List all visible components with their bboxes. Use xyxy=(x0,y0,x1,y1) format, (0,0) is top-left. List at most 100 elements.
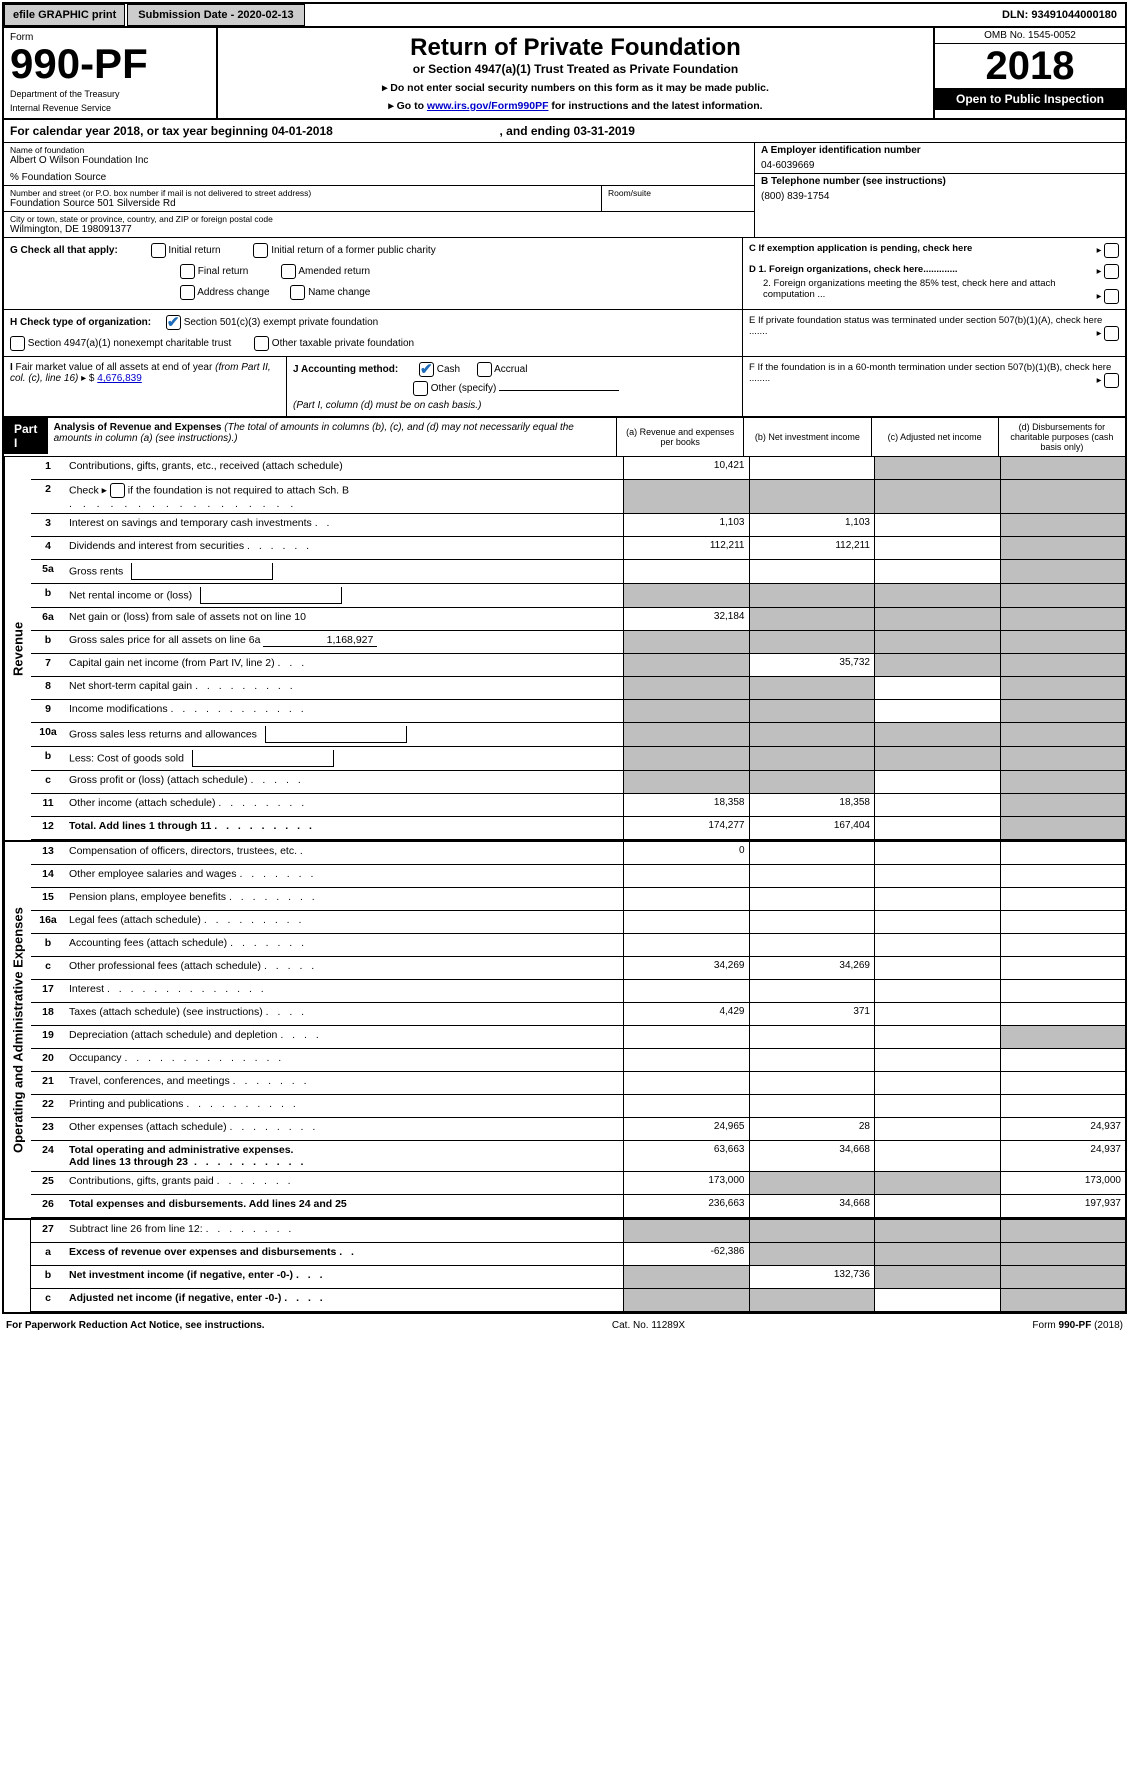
amount-cell xyxy=(623,480,749,513)
checkbox-d2[interactable] xyxy=(1104,289,1119,304)
line-number: 2 xyxy=(31,480,65,513)
city-label: City or town, state or province, country… xyxy=(10,214,748,224)
amount-cell: 167,404 xyxy=(749,817,875,839)
fmv-value[interactable]: 4,676,839 xyxy=(97,373,142,384)
line-row: 14Other employee salaries and wages . . … xyxy=(31,865,1125,888)
checkbox-501c3[interactable] xyxy=(166,315,181,330)
amount-cell xyxy=(623,980,749,1002)
amount-cell xyxy=(874,980,1000,1002)
checkbox-4947[interactable] xyxy=(10,336,25,351)
amount-cell xyxy=(749,980,875,1002)
checkbox-sch-b[interactable] xyxy=(110,483,125,498)
checkbox-final-return[interactable] xyxy=(180,264,195,279)
efile-print-button[interactable]: efile GRAPHIC print xyxy=(4,4,125,26)
h-label: H Check type of organization: xyxy=(10,317,151,328)
entity-info: Name of foundation Albert O Wilson Found… xyxy=(4,143,1125,238)
opt-501c3: Section 501(c)(3) exempt private foundat… xyxy=(184,317,379,328)
checkbox-initial-return[interactable] xyxy=(151,243,166,258)
amount-cell xyxy=(1000,794,1126,816)
amount-cell xyxy=(874,817,1000,839)
line-row: 27Subtract line 26 from line 12: . . . .… xyxy=(31,1220,1125,1243)
line-desc: Other expenses (attach schedule) . . . .… xyxy=(65,1118,623,1140)
city-state-zip: Wilmington, DE 198091377 xyxy=(10,224,748,235)
checkbox-d1[interactable] xyxy=(1104,264,1119,279)
line-row: aExcess of revenue over expenses and dis… xyxy=(31,1243,1125,1266)
checkbox-addr-change[interactable] xyxy=(180,285,195,300)
amount-cell xyxy=(874,747,1000,770)
line-number: 21 xyxy=(31,1072,65,1094)
amount-cell: 173,000 xyxy=(623,1172,749,1194)
amount-cell xyxy=(874,514,1000,536)
amount-cell xyxy=(1000,457,1126,479)
line-number: 1 xyxy=(31,457,65,479)
line-desc: Occupancy . . . . . . . . . . . . . . xyxy=(65,1049,623,1071)
line-desc: Gross sales price for all assets on line… xyxy=(65,631,623,653)
line-row: 6aNet gain or (loss) from sale of assets… xyxy=(31,608,1125,631)
amount-cell xyxy=(623,654,749,676)
form-link[interactable]: www.irs.gov/Form990PF xyxy=(427,100,549,112)
open-public-badge: Open to Public Inspection xyxy=(935,88,1125,110)
line-number: c xyxy=(31,1289,65,1311)
line-number: 19 xyxy=(31,1026,65,1048)
checkbox-e[interactable] xyxy=(1104,326,1119,341)
amount-cell xyxy=(874,1141,1000,1171)
amount-cell xyxy=(749,584,875,607)
line-number: b xyxy=(31,584,65,607)
amount-cell xyxy=(1000,980,1126,1002)
amount-cell xyxy=(874,608,1000,630)
line-desc: Contributions, gifts, grants paid . . . … xyxy=(65,1172,623,1194)
amount-cell xyxy=(874,957,1000,979)
amount-cell xyxy=(874,537,1000,559)
amount-cell xyxy=(749,842,875,864)
checkbox-c[interactable] xyxy=(1104,243,1119,258)
line-row: bNet rental income or (loss) xyxy=(31,584,1125,608)
opt-final: Final return xyxy=(198,266,249,277)
line-number: 17 xyxy=(31,980,65,1002)
amount-cell xyxy=(749,560,875,583)
checkbox-name-change[interactable] xyxy=(290,285,305,300)
amount-cell xyxy=(874,1289,1000,1311)
amount-cell: 35,732 xyxy=(749,654,875,676)
line-row: bAccounting fees (attach schedule) . . .… xyxy=(31,934,1125,957)
opt-amended: Amended return xyxy=(298,266,370,277)
line-row: 16aLegal fees (attach schedule) . . . . … xyxy=(31,911,1125,934)
checkbox-other-taxable[interactable] xyxy=(254,336,269,351)
amount-cell xyxy=(623,865,749,887)
amount-cell xyxy=(749,723,875,746)
line-number: 6a xyxy=(31,608,65,630)
line-desc: Total operating and administrative expen… xyxy=(65,1141,623,1171)
form-header: Form 990-PF Department of the Treasury I… xyxy=(4,28,1125,120)
line-number: 4 xyxy=(31,537,65,559)
line-desc: Net short-term capital gain . . . . . . … xyxy=(65,677,623,699)
top-bar: efile GRAPHIC print Submission Date - 20… xyxy=(4,4,1125,28)
checkbox-amended[interactable] xyxy=(281,264,296,279)
omb-number: OMB No. 1545-0052 xyxy=(935,28,1125,44)
line-number: 15 xyxy=(31,888,65,910)
col-a-header: (a) Revenue and expenses per books xyxy=(616,418,743,456)
line-number: 8 xyxy=(31,677,65,699)
bottom-section: 27Subtract line 26 from line 12: . . . .… xyxy=(4,1220,1125,1312)
street-address: Foundation Source 501 Silverside Rd xyxy=(10,198,595,209)
amount-cell xyxy=(874,888,1000,910)
checkbox-other-method[interactable] xyxy=(413,381,428,396)
amount-cell xyxy=(874,911,1000,933)
amount-cell xyxy=(749,1026,875,1048)
checkbox-initial-former[interactable] xyxy=(253,243,268,258)
amount-cell: 371 xyxy=(749,1003,875,1025)
amount-cell: 174,277 xyxy=(623,817,749,839)
d1-text: D 1. Foreign organizations, check here..… xyxy=(749,264,958,275)
line-number: b xyxy=(31,934,65,956)
col-b-header: (b) Net investment income xyxy=(743,418,870,456)
line-desc: Pension plans, employee benefits . . . .… xyxy=(65,888,623,910)
checkbox-cash[interactable] xyxy=(419,362,434,377)
amount-cell xyxy=(1000,631,1126,653)
amount-cell: 173,000 xyxy=(1000,1172,1126,1194)
checkbox-accrual[interactable] xyxy=(477,362,492,377)
line-row: 4Dividends and interest from securities … xyxy=(31,537,1125,560)
line-row: 17Interest . . . . . . . . . . . . . . xyxy=(31,980,1125,1003)
line-number: 18 xyxy=(31,1003,65,1025)
amount-cell xyxy=(874,1072,1000,1094)
opt-cash: Cash xyxy=(437,364,460,375)
checkbox-f[interactable] xyxy=(1104,373,1119,388)
line-row: 18Taxes (attach schedule) (see instructi… xyxy=(31,1003,1125,1026)
